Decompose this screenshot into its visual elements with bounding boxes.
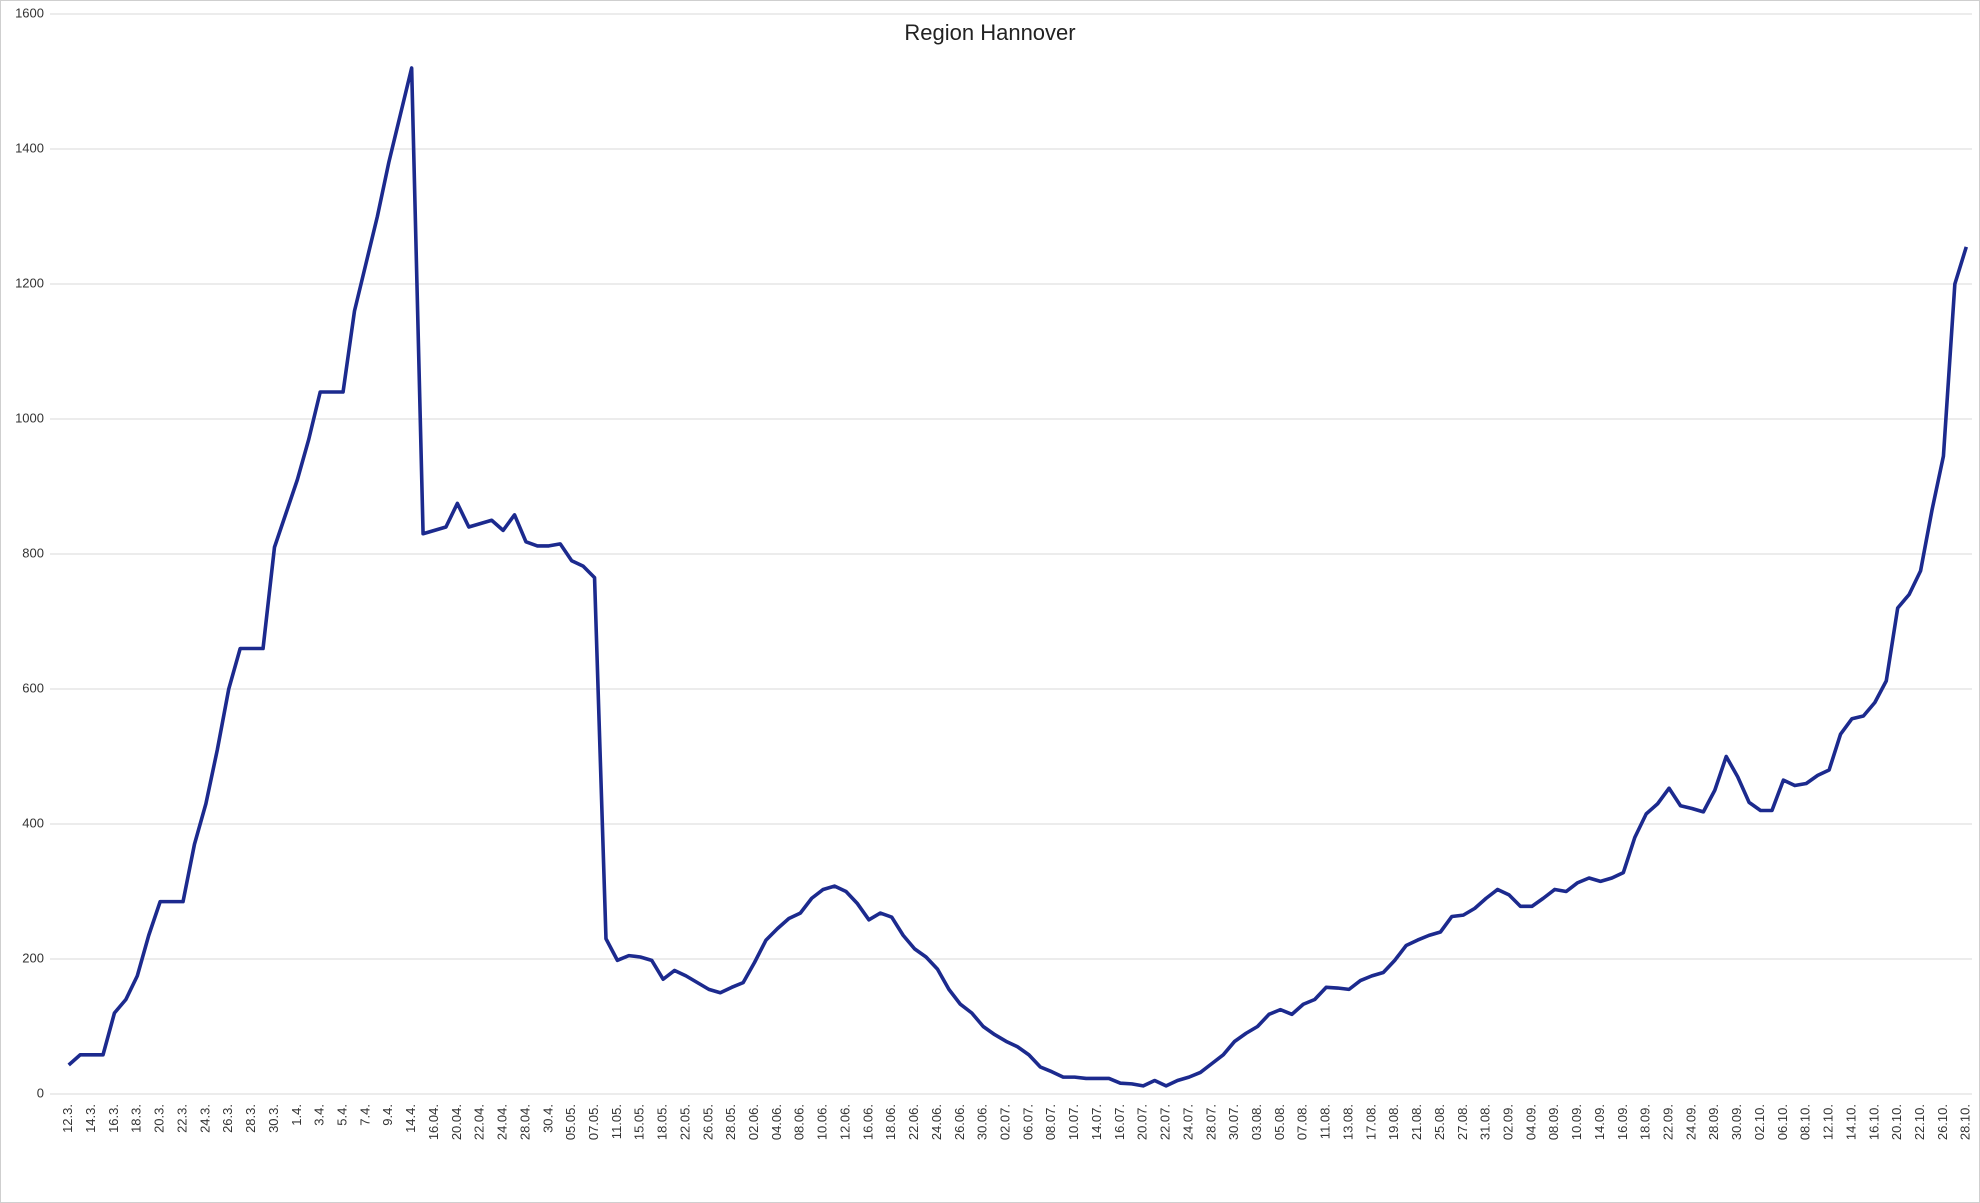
x-tick-label: 26.10. [1935, 1104, 1950, 1140]
x-tick-label: 24.04. [495, 1104, 510, 1140]
x-tick-label: 16.06. [860, 1104, 875, 1140]
x-tick-label: 24.09. [1683, 1104, 1698, 1140]
x-tick-label: 20.10. [1889, 1104, 1904, 1140]
data-line [67, 66, 1969, 1088]
y-tick-label: 1400 [15, 140, 44, 155]
x-tick-label: 31.08. [1478, 1104, 1493, 1140]
x-tick-label: 16.07. [1112, 1104, 1127, 1140]
x-tick-label: 22.09. [1661, 1104, 1676, 1140]
x-tick-label: 28.05. [723, 1104, 738, 1140]
x-tick-label: 14.07. [1089, 1104, 1104, 1140]
x-tick-label: 30.09. [1729, 1104, 1744, 1140]
x-tick-label: 04.06. [769, 1104, 784, 1140]
y-tick-label: 1600 [15, 5, 44, 20]
x-tick-label: 05.05. [563, 1104, 578, 1140]
x-tick-label: 20.04. [449, 1104, 464, 1140]
x-tick-label: 22.05. [677, 1104, 692, 1140]
x-tick-label: 18.06. [883, 1104, 898, 1140]
x-tick-label: 12.10. [1821, 1104, 1836, 1140]
y-tick-label: 800 [22, 545, 44, 560]
chart-title: Region Hannover [904, 20, 1075, 45]
x-tick-label: 20.3. [152, 1104, 167, 1133]
x-tick-label: 08.07. [1043, 1104, 1058, 1140]
x-tick-label: 9.4. [380, 1104, 395, 1126]
x-tick-label: 1.4. [289, 1104, 304, 1126]
x-tick-label: 24.3. [197, 1104, 212, 1133]
x-tick-label: 19.08. [1386, 1104, 1401, 1140]
x-tick-label: 22.06. [906, 1104, 921, 1140]
y-tick-label: 600 [22, 680, 44, 695]
x-tick-label: 14.4. [403, 1104, 418, 1133]
x-tick-label: 04.09. [1523, 1104, 1538, 1140]
x-tick-label: 08.06. [792, 1104, 807, 1140]
x-tick-label: 06.07. [1020, 1104, 1035, 1140]
x-tick-label: 22.04. [472, 1104, 487, 1140]
x-tick-label: 16.3. [106, 1104, 121, 1133]
y-tick-label: 1000 [15, 410, 44, 425]
x-tick-label: 20.07. [1135, 1104, 1150, 1140]
x-tick-label: 10.06. [815, 1104, 830, 1140]
x-tick-label: 05.08. [1272, 1104, 1287, 1140]
x-tick-label: 06.10. [1775, 1104, 1790, 1140]
x-tick-label: 28.3. [243, 1104, 258, 1133]
x-tick-label: 03.08. [1249, 1104, 1264, 1140]
x-tick-label: 28.09. [1706, 1104, 1721, 1140]
x-tick-label: 17.08. [1363, 1104, 1378, 1140]
y-tick-label: 1200 [15, 275, 44, 290]
x-tick-label: 11.05. [609, 1104, 624, 1139]
x-tick-label: 16.09. [1615, 1104, 1630, 1140]
x-tick-label: 30.3. [266, 1104, 281, 1133]
x-tick-label: 3.4. [312, 1104, 327, 1126]
x-tick-label: 02.07. [998, 1104, 1013, 1140]
x-tick-label: 10.09. [1569, 1104, 1584, 1140]
x-tick-label: 13.08. [1340, 1104, 1355, 1140]
x-tick-label: 07.05. [586, 1104, 601, 1140]
x-tick-label: 26.05. [700, 1104, 715, 1140]
x-tick-label: 02.09. [1500, 1104, 1515, 1140]
x-tick-label: 26.06. [952, 1104, 967, 1140]
x-tick-label: 02.06. [746, 1104, 761, 1140]
x-tick-label: 15.05. [632, 1104, 647, 1140]
x-tick-label: 28.10. [1958, 1104, 1973, 1140]
x-tick-label: 28.04. [517, 1104, 532, 1140]
x-tick-label: 18.3. [129, 1104, 144, 1133]
x-tick-label: 25.08. [1432, 1104, 1447, 1140]
y-tick-label: 400 [22, 815, 44, 830]
x-tick-label: 16.10. [1866, 1104, 1881, 1140]
x-tick-label: 24.06. [929, 1104, 944, 1140]
x-tick-label: 30.07. [1226, 1104, 1241, 1140]
y-tick-label: 0 [37, 1085, 44, 1100]
x-tick-label: 07.08. [1295, 1104, 1310, 1140]
x-tick-label: 12.06. [837, 1104, 852, 1140]
x-tick-label: 11.08. [1318, 1104, 1333, 1139]
x-tick-label: 18.09. [1638, 1104, 1653, 1140]
x-tick-label: 08.10. [1798, 1104, 1813, 1140]
x-tick-label: 7.4. [357, 1104, 372, 1126]
x-tick-label: 22.3. [174, 1104, 189, 1133]
x-tick-label: 22.10. [1912, 1104, 1927, 1140]
x-tick-label: 5.4. [335, 1104, 350, 1126]
x-tick-label: 12.3. [60, 1104, 75, 1133]
x-tick-label: 28.07. [1203, 1104, 1218, 1140]
x-tick-label: 30.06. [975, 1104, 990, 1140]
x-tick-label: 10.07. [1066, 1104, 1081, 1140]
x-tick-label: 02.10. [1752, 1104, 1767, 1140]
y-tick-label: 200 [22, 950, 44, 965]
x-tick-label: 18.05. [655, 1104, 670, 1140]
x-tick-label: 14.3. [83, 1104, 98, 1133]
x-tick-label: 24.07. [1180, 1104, 1195, 1140]
x-tick-label: 30.4. [540, 1104, 555, 1133]
x-tick-label: 26.3. [220, 1104, 235, 1133]
x-tick-label: 14.10. [1843, 1104, 1858, 1140]
x-tick-label: 27.08. [1455, 1104, 1470, 1140]
x-tick-label: 16.04. [426, 1104, 441, 1140]
x-tick-label: 08.09. [1546, 1104, 1561, 1140]
x-tick-label: 21.08. [1409, 1104, 1424, 1140]
x-tick-label: 14.09. [1592, 1104, 1607, 1140]
x-tick-label: 22.07. [1158, 1104, 1173, 1140]
